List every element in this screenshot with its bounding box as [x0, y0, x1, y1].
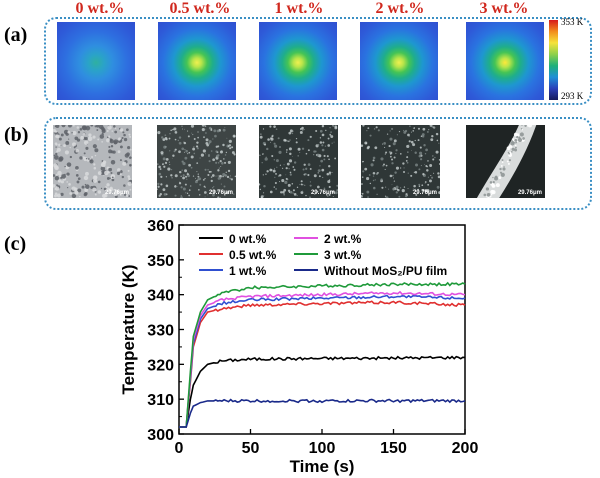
thermal-image [360, 22, 438, 100]
x-tick-label: 200 [452, 440, 479, 457]
y-tick-label: 350 [147, 253, 174, 270]
scale-bar-label: 29.76μm [310, 190, 335, 196]
concentration-label: 1 wt.% [274, 0, 324, 17]
sem-image: 29.76μm [466, 125, 545, 198]
y-tick-label: 360 [147, 218, 174, 235]
x-tick-label: 0 [175, 440, 184, 457]
temperature-colorbar [549, 20, 558, 100]
thermal-image [466, 22, 544, 100]
panel-a-frame [44, 17, 592, 105]
x-tick-label: 50 [242, 440, 260, 457]
scale-bar-label: 29.76μm [104, 190, 129, 196]
concentration-label: 0.5 wt.% [169, 0, 231, 17]
sem-image: 29.76μm [53, 125, 132, 198]
legend-label: 2 wt.% [324, 232, 362, 246]
x-tick-label: 150 [380, 440, 407, 457]
thermal-image [57, 22, 135, 100]
scale-bar-label: 29.76μm [208, 190, 233, 196]
x-axis-label: Time (s) [290, 457, 355, 476]
series-line [179, 355, 466, 428]
concentration-label: 0 wt.% [75, 0, 125, 17]
y-tick-label: 310 [147, 392, 174, 409]
scale-bar-label: 29.76μm [517, 190, 542, 196]
series-line [179, 300, 466, 428]
sem-image: 29.76μm [157, 125, 236, 198]
colorbar-min-label: 293 K [561, 91, 584, 101]
thermal-image [158, 22, 236, 100]
scale-bar-label: 29.76μm [412, 190, 437, 196]
y-tick-label: 330 [147, 323, 174, 340]
panel-label-b: (b) [4, 124, 29, 146]
y-tick-label: 340 [147, 288, 174, 305]
y-tick-label: 320 [147, 357, 174, 374]
temperature-chart: 0 50 100 150 200 300 310 320 330 340 350 360 Time (s… [119, 218, 479, 476]
concentration-label: 3 wt.% [479, 0, 529, 17]
series-line [179, 281, 466, 428]
x-tick-label: 100 [309, 440, 336, 457]
sem-image: 29.76μm [361, 125, 440, 198]
sem-image: 29.76μm [259, 125, 338, 198]
series-line [179, 290, 466, 428]
legend-label: 1 wt.% [229, 264, 267, 278]
panel-label-c: (c) [4, 233, 27, 255]
panel-label-a: (a) [4, 24, 28, 46]
y-axis-label: Temperature (K) [119, 264, 138, 394]
panel-b-frame [44, 117, 592, 210]
series-line [179, 398, 466, 428]
colorbar-max-label: 353 K [561, 17, 584, 27]
thermal-image [259, 22, 337, 100]
concentration-label: 2 wt.% [375, 0, 425, 17]
legend-label: 0 wt.% [229, 232, 267, 246]
legend-label: 3 wt.% [324, 248, 362, 262]
legend-label: 0.5 wt.% [229, 248, 277, 262]
legend-label: Without MoS₂/PU film [324, 264, 447, 278]
series-line [179, 294, 466, 428]
y-tick-label: 300 [147, 427, 174, 444]
